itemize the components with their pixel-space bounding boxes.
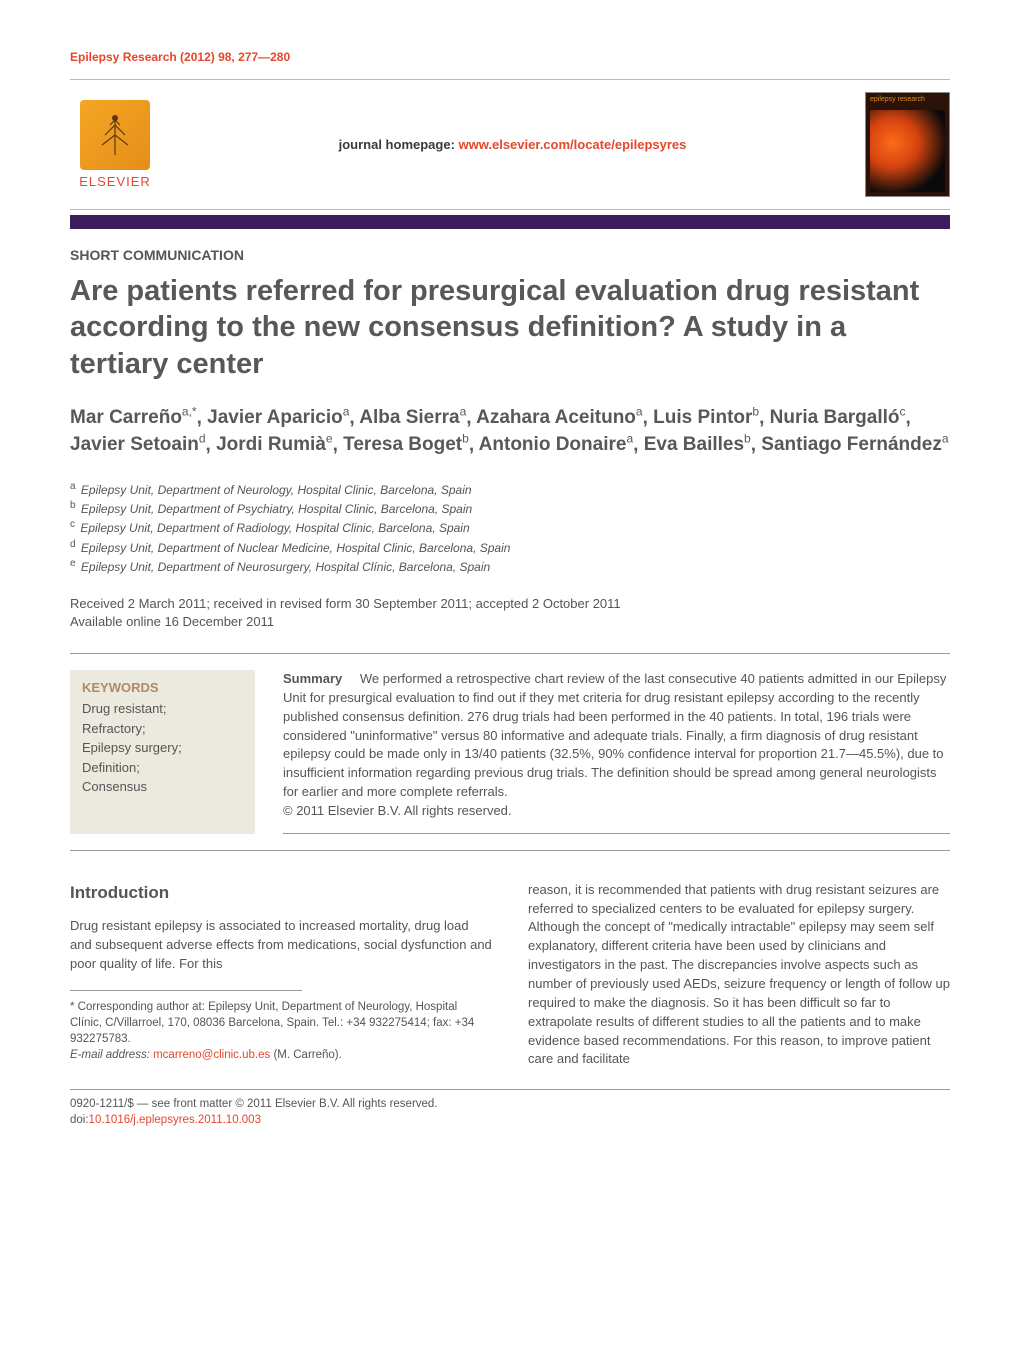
author: Santiago Fernándeza [761,434,948,455]
right-column: reason, it is recommended that patients … [528,881,950,1069]
affiliation: e Epilepsy Unit, Department of Neurosurg… [70,557,950,576]
keywords-box: KEYWORDS Drug resistant;Refractory;Epile… [70,670,255,834]
intro-paragraph-left: Drug resistant epilepsy is associated to… [70,917,492,974]
footnote-separator [70,990,302,991]
intro-paragraph-right: reason, it is recommended that patients … [528,881,950,1069]
homepage-line: journal homepage: www.elsevier.com/locat… [339,137,687,152]
affiliation: d Epilepsy Unit, Department of Nuclear M… [70,538,950,557]
author: Antonio Donairea [479,434,633,455]
summary-body: We performed a retrospective chart revie… [283,671,946,799]
homepage-url[interactable]: www.elsevier.com/locate/epilepsyres [459,137,687,152]
affiliation: a Epilepsy Unit, Department of Neurology… [70,480,950,499]
author: Eva Baillesb [644,434,751,455]
journal-citation: Epilepsy Research (2012) 98, 277—280 [70,50,950,64]
journal-cover-label: epilepsy research [866,93,949,106]
author: Javier Aparicioa [207,407,349,428]
affiliation: b Epilepsy Unit, Department of Psychiatr… [70,499,950,518]
journal-header: ELSEVIER journal homepage: www.elsevier.… [70,79,950,210]
homepage-label: journal homepage: [339,137,459,152]
summary-copyright: © 2011 Elsevier B.V. All rights reserved… [283,803,512,818]
publisher-logo: ELSEVIER [70,100,160,189]
article-title: Are patients referred for presurgical ev… [70,273,950,382]
author: Azahara Aceitunoa [476,407,642,428]
doi-label: doi: [70,1114,89,1126]
journal-cover: epilepsy research [865,92,950,197]
keyword-item: Drug resistant; [82,699,243,719]
keyword-item: Epilepsy surgery; [82,738,243,758]
doi-link[interactable]: 10.1016/j.eplepsyres.2011.10.003 [89,1114,261,1126]
journal-cover-image [870,110,945,192]
keyword-item: Consensus [82,777,243,797]
email-label: E-mail address: [70,1049,150,1061]
author: Jordi Rumiàe [216,434,333,455]
article-dates: Received 2 March 2011; received in revis… [70,595,950,631]
email-name: (M. Carreño). [273,1049,341,1061]
keywords-list: Drug resistant;Refractory;Epilepsy surge… [82,699,243,797]
dates-online: Available online 16 December 2011 [70,613,950,631]
corresponding-author: * Corresponding author at: Epilepsy Unit… [70,999,492,1047]
publisher-name: ELSEVIER [79,174,151,189]
decorative-bar [70,215,950,229]
keyword-item: Definition; [82,758,243,778]
author: Alba Sierraa [359,407,466,428]
affiliation: c Epilepsy Unit, Department of Radiology… [70,518,950,537]
author: Luis Pintorb [653,407,759,428]
authors-list: Mar Carreñoa,*, Javier Aparicioa, Alba S… [70,404,950,458]
elsevier-tree-icon [80,100,150,170]
introduction-heading: Introduction [70,881,492,906]
author: Javier Setoaind [70,434,206,455]
copyright-line: 0920-1211/$ — see front matter © 2011 El… [70,1096,950,1112]
keywords-heading: KEYWORDS [82,680,243,695]
keyword-item: Refractory; [82,719,243,739]
author-email: E-mail address: mcarreno@clinic.ub.es (M… [70,1047,492,1063]
summary-label: Summary [283,671,342,686]
left-column: Introduction Drug resistant epilepsy is … [70,881,492,1069]
author: Mar Carreñoa,* [70,407,197,428]
summary-text: Summary We performed a retrospective cha… [283,670,950,834]
author: Teresa Bogetb [343,434,469,455]
email-link[interactable]: mcarreno@clinic.ub.es [153,1049,270,1061]
abstract-block: KEYWORDS Drug resistant;Refractory;Epile… [70,653,950,851]
affiliations-list: a Epilepsy Unit, Department of Neurology… [70,480,950,577]
doi-line: doi:10.1016/j.eplepsyres.2011.10.003 [70,1112,950,1128]
author: Nuria Bargallóc [770,407,906,428]
copyright-separator [70,1089,950,1090]
body-columns: Introduction Drug resistant epilepsy is … [70,881,950,1069]
copyright-footer: 0920-1211/$ — see front matter © 2011 El… [70,1096,950,1128]
article-type: SHORT COMMUNICATION [70,247,950,263]
dates-received: Received 2 March 2011; received in revis… [70,595,950,613]
